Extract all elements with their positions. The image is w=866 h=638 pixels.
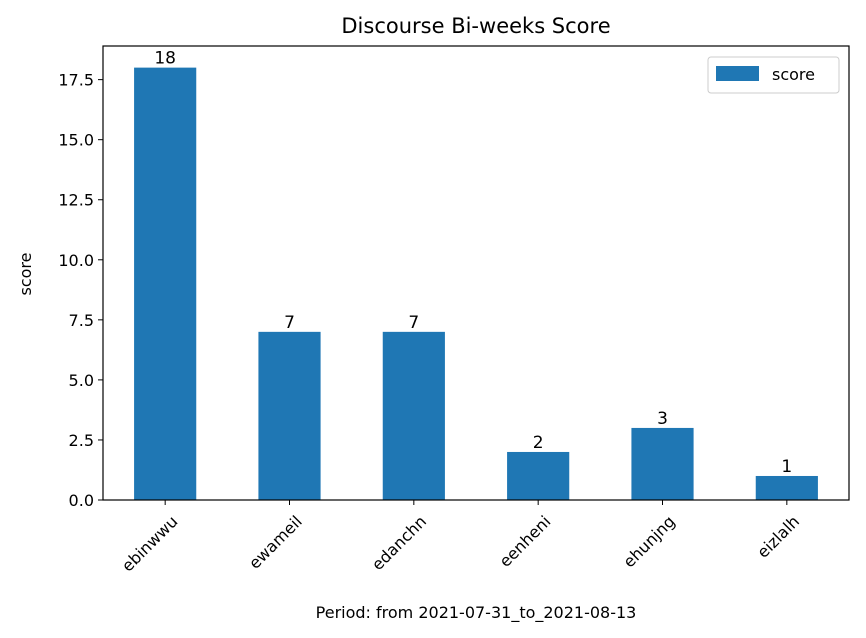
data-label-eizlalh: 1: [781, 457, 792, 477]
chart-legend: score: [707, 56, 840, 94]
data-label-eenheni: 2: [533, 433, 544, 453]
data-label-ebinwwu: 18: [154, 49, 176, 69]
bar-eizlalh: [755, 475, 818, 500]
y-tick-label: 2.5: [69, 431, 94, 450]
legend-label-score: score: [772, 65, 815, 84]
data-label-edanchn: 7: [408, 313, 419, 333]
chart-title: Discourse Bi-weeks Score: [341, 14, 610, 38]
bar-ebinwwu: [134, 67, 197, 501]
bar-ewameil: [258, 331, 321, 500]
y-tick-label: 10.0: [58, 251, 94, 270]
y-axis-label: score: [16, 253, 35, 296]
bar-ehunjng: [631, 427, 694, 500]
y-tick-label: 0.0: [69, 491, 94, 510]
y-tick-label: 15.0: [58, 131, 94, 150]
y-tick-label: 7.5: [69, 311, 94, 330]
data-label-ehunjng: 3: [657, 409, 668, 429]
bar-eenheni: [507, 451, 570, 500]
bar-edanchn: [382, 331, 445, 500]
y-tick-label: 5.0: [69, 371, 94, 390]
y-tick-label: 12.5: [58, 191, 94, 210]
legend-swatch-score: [716, 66, 759, 81]
x-axis-label: Period: from 2021-07-31_to_2021-08-13: [316, 603, 637, 623]
data-label-ewameil: 7: [284, 313, 295, 333]
y-tick-label: 17.5: [58, 71, 94, 90]
plot-frame: [102, 45, 850, 501]
